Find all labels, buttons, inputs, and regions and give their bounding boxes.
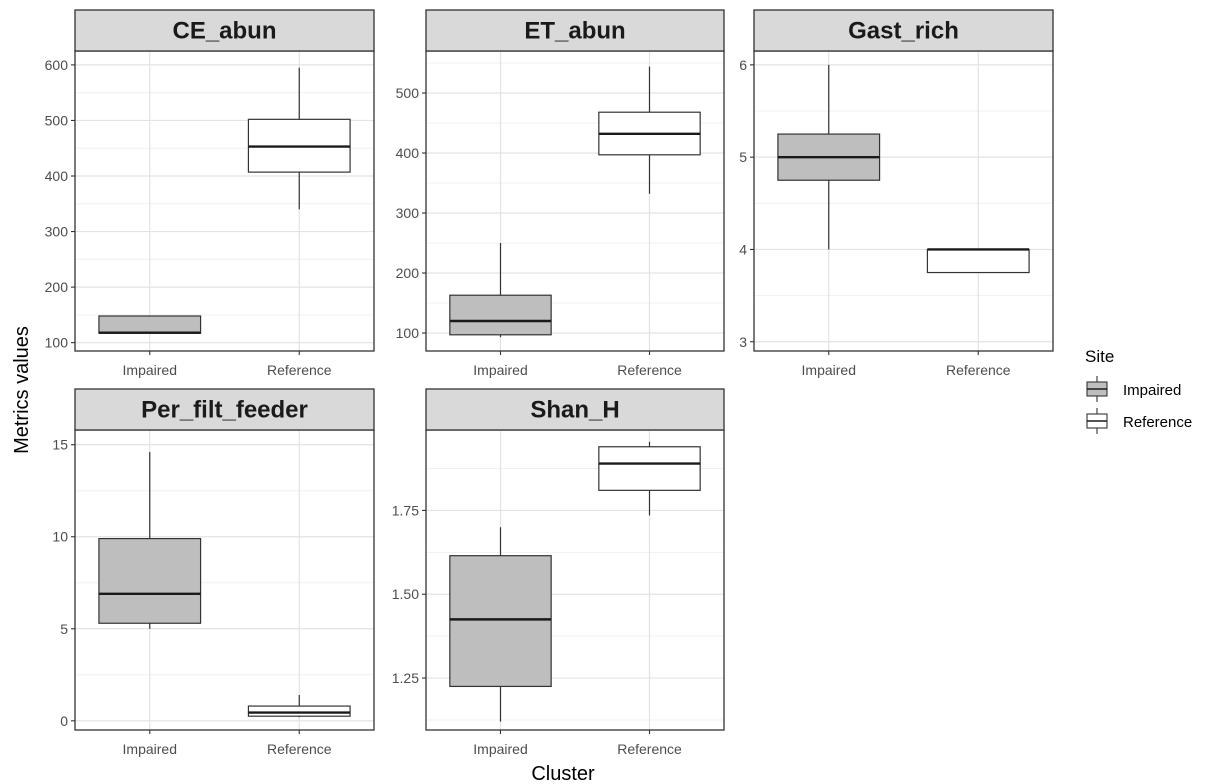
y-tick-label: 10 [52,529,68,545]
y-tick-label: 200 [396,265,420,281]
y-tick-label: 1.50 [392,586,419,602]
x-tick-label: Reference [946,362,1011,378]
strip-label: Shan_H [530,397,619,424]
strip-label: Per_filt_feeder [141,397,308,424]
box-reference [926,248,1030,274]
box-impaired [777,64,881,250]
y-tick-label: 4 [739,241,747,257]
panel-background [754,51,1053,351]
y-tick-label: 5 [739,149,747,165]
facet-panel-shan-h: Shan_H 1.25 1.50 1.75 Impaired Reference [392,388,725,757]
legend: Site Impaired Reference [1085,347,1192,434]
strip-background [425,9,725,52]
x-axis-title: Cluster [531,763,595,784]
y-tick-label: 1.25 [392,670,419,686]
y-tick-label: 400 [396,145,420,161]
x-tick-label: Impaired [123,741,177,757]
strip-label: Gast_rich [848,18,959,45]
box-body [247,705,351,717]
box-impaired [98,452,202,629]
box-reference [247,67,351,210]
y-tick-label: 500 [396,85,420,101]
y-tick-label: 300 [45,224,69,240]
x-tick-label: Reference [267,741,332,757]
box-reference [247,695,351,718]
legend-item-reference: Reference [1086,408,1192,434]
strip-background [425,388,725,431]
x-tick-label: Impaired [473,362,527,378]
box-body [926,248,1030,274]
box-reference [598,66,701,194]
x-tick-label: Impaired [123,362,177,378]
strip-background [753,9,1054,52]
y-tick-label: 1.75 [392,502,419,518]
y-tick-label: 6 [739,57,747,73]
box-body [449,294,552,336]
facet-panel-ce-abun: CE_abun 100 200 300 400 500 600 Impaired Referen… [45,9,375,378]
legend-items: Impaired Reference [1086,376,1192,434]
strip-background [74,388,375,431]
y-tick-label: 3 [739,334,747,350]
y-tick-label: 300 [396,205,420,221]
x-tick-label: Impaired [802,362,856,378]
panel-background [75,51,374,351]
box-reference [598,441,701,516]
box-impaired [449,527,552,722]
strip-label: CE_abun [172,18,276,45]
x-tick-label: Reference [617,741,682,757]
x-tick-label: Reference [267,362,332,378]
y-tick-label: 15 [52,437,68,453]
facet-panel-et-abun: ET_abun 100 200 300 400 500 Impaired Reference [396,9,725,378]
box-body [598,446,701,491]
legend-label: Impaired [1123,382,1181,399]
x-tick-label: Reference [617,362,682,378]
y-tick-label: 100 [45,335,69,351]
y-tick-label: 5 [60,621,68,637]
box-impaired [449,243,552,338]
box-body [449,555,552,688]
strip-background [74,9,375,52]
legend-item-impaired: Impaired [1086,376,1181,402]
facet-panel-gast-rich: Gast_rich 3 4 5 6 Impaired Reference [739,9,1054,378]
y-tick-label: 400 [45,168,69,184]
y-tick-label: 100 [396,325,420,341]
box-impaired [98,315,202,334]
legend-title: Site [1085,347,1114,366]
y-tick-label: 200 [45,279,69,295]
y-tick-label: 600 [45,57,69,73]
facet-panel-per-filt-feeder: Per_filt_feeder 0 5 10 15 Impaired Reference [52,388,375,757]
y-axis-title: Metrics values [11,326,33,454]
y-tick-label: 500 [45,112,69,128]
x-tick-label: Impaired [473,741,527,757]
box-body [98,315,202,334]
y-tick-label: 0 [60,713,68,729]
legend-label: Reference [1123,414,1192,431]
box-body [98,537,202,624]
strip-label: ET_abun [524,18,625,45]
